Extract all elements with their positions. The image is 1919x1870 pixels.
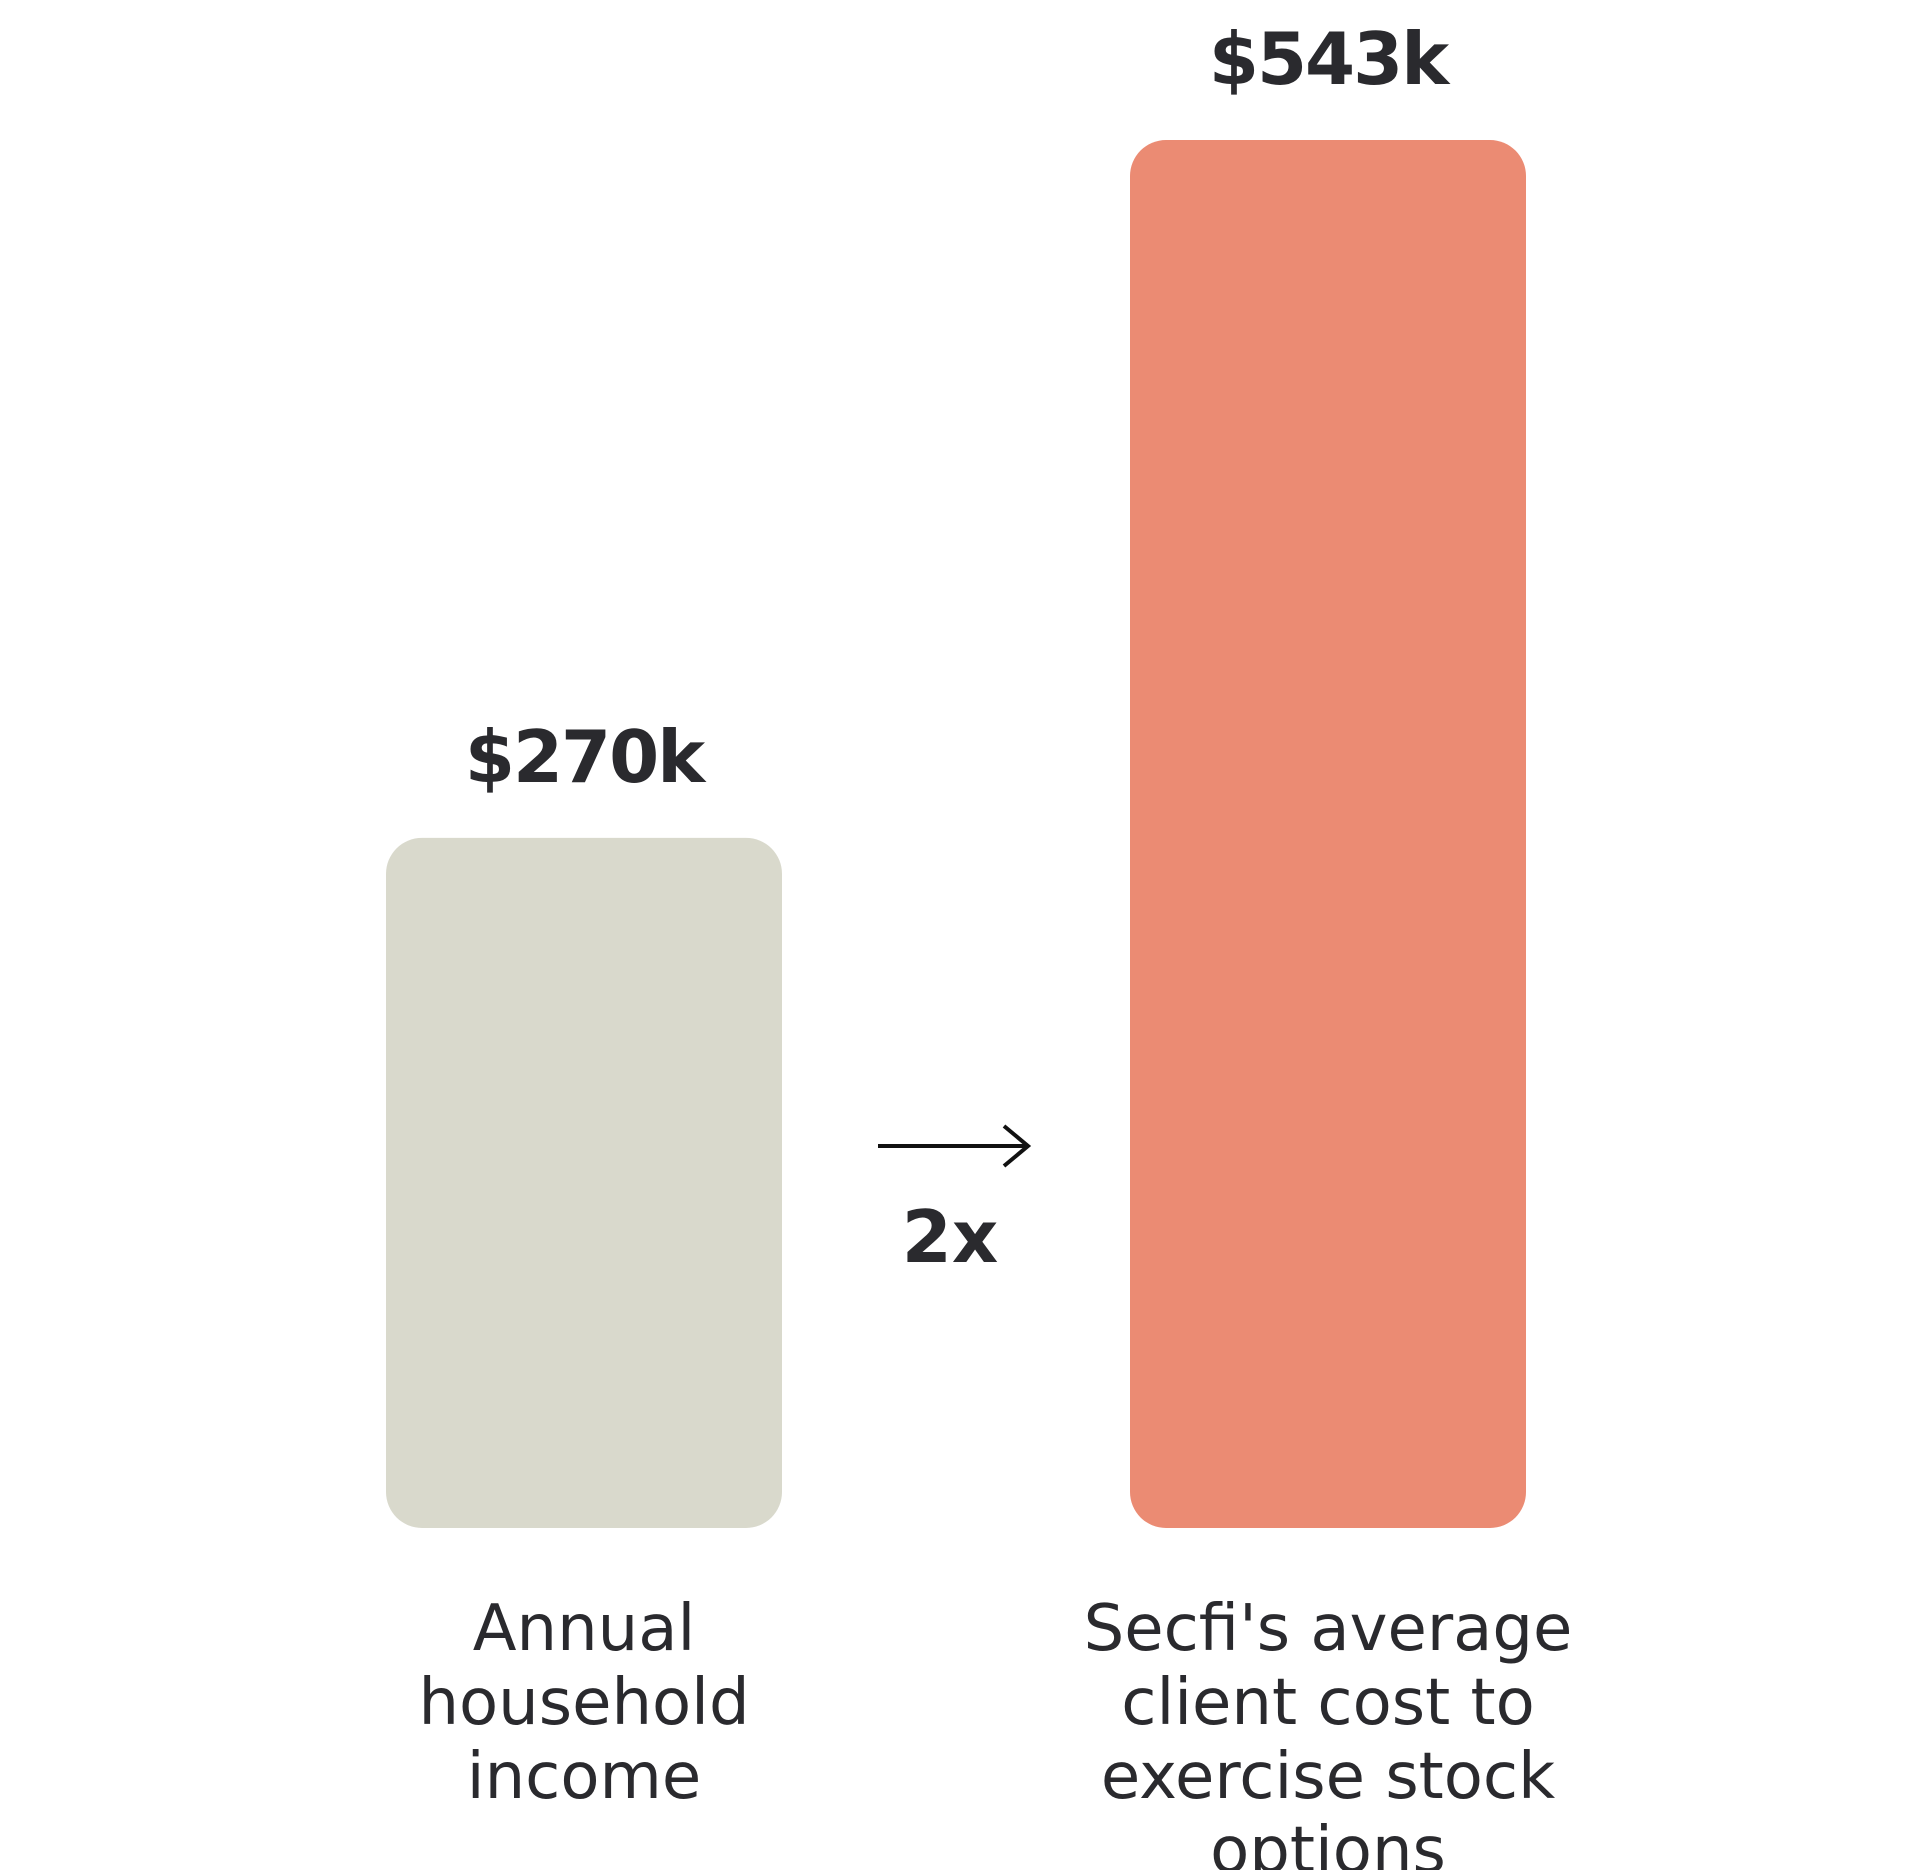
ratio-label: 2x <box>902 1195 999 1279</box>
value-labels-group: $270k $543k <box>465 17 1453 799</box>
category-label-line: Secfi's average <box>1084 1592 1573 1666</box>
category-label-line: income <box>467 1740 701 1814</box>
bars-group <box>386 140 1526 1528</box>
category-labels-group: Annual household income Secfi's average clie… <box>418 1592 1572 1870</box>
category-label-line: household <box>418 1666 749 1740</box>
ratio-annotation: 2x <box>878 1124 1032 1279</box>
arrow-head-icon <box>1002 1124 1032 1168</box>
bar-1 <box>386 837 782 1528</box>
category-label-1: Annual household income <box>418 1592 749 1814</box>
category-label-2: Secfi's average client cost to exercise st… <box>1084 1592 1573 1870</box>
category-label-line: exercise stock <box>1101 1740 1555 1814</box>
bar-value-label-2: $543k <box>1209 17 1451 101</box>
bar-value-label-1: $270k <box>465 715 707 799</box>
bar-2 <box>1130 140 1526 1528</box>
category-label-line: options <box>1210 1814 1446 1870</box>
category-label-line: Annual <box>473 1592 695 1666</box>
category-label-line: client cost to <box>1121 1666 1535 1740</box>
